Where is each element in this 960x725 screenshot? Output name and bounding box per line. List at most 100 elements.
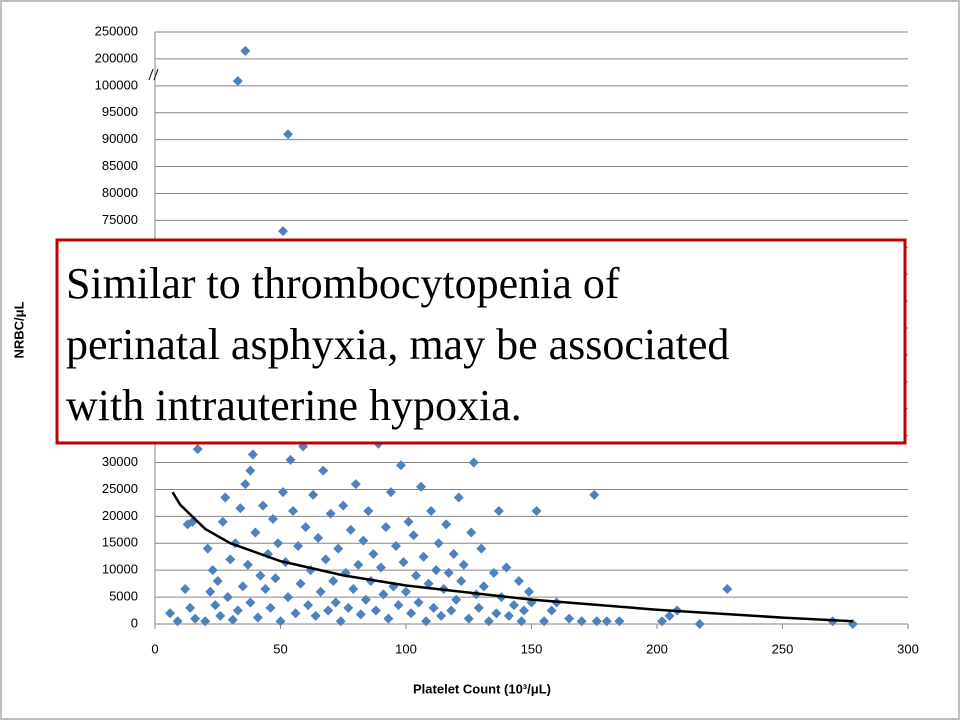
point [501, 562, 512, 573]
point [245, 465, 256, 476]
point [398, 557, 409, 568]
y-tick-label: 200000 [95, 50, 138, 65]
point [664, 610, 675, 621]
point [350, 479, 361, 490]
point [478, 581, 489, 592]
point [250, 527, 261, 538]
point [523, 586, 534, 597]
point [448, 549, 459, 560]
point [260, 584, 271, 595]
point [300, 522, 311, 533]
point [368, 549, 379, 560]
y-tick-label: 95000 [102, 104, 138, 119]
point [360, 594, 371, 605]
point [363, 505, 374, 516]
point [278, 226, 289, 237]
point [406, 608, 417, 619]
point [205, 586, 216, 597]
y-tick-label: 20000 [102, 508, 138, 523]
point [225, 554, 236, 565]
point [320, 554, 331, 565]
point [456, 575, 467, 586]
point [466, 527, 477, 538]
point [546, 605, 557, 616]
point [418, 551, 429, 562]
point [476, 543, 487, 554]
point [694, 619, 705, 629]
y-tick-label: 100000 [95, 77, 138, 92]
point [413, 597, 424, 608]
point [657, 616, 668, 627]
point [421, 616, 432, 627]
point [375, 562, 386, 573]
point [318, 465, 329, 476]
point [237, 581, 248, 592]
point [267, 514, 278, 525]
point [468, 457, 479, 468]
point [531, 505, 542, 516]
point [513, 575, 524, 586]
point [252, 612, 263, 623]
y-tick-label: 30000 [102, 454, 138, 469]
point [265, 602, 276, 613]
point [272, 538, 283, 549]
point [227, 614, 238, 625]
y-tick-label: 5000 [109, 589, 138, 604]
x-axis-title: Platelet Count (10³/μL) [413, 681, 551, 696]
y-tick-label: 85000 [102, 158, 138, 173]
point [217, 516, 228, 527]
x-tick-label: 150 [521, 641, 543, 656]
point [564, 613, 575, 624]
point [614, 616, 625, 627]
point [483, 616, 494, 627]
axis-break [148, 68, 159, 81]
point [242, 559, 253, 570]
point [436, 610, 447, 621]
point [293, 540, 304, 551]
y-tick-label: 250000 [95, 23, 138, 38]
y-tick-label: 80000 [102, 185, 138, 200]
point [395, 460, 406, 471]
point [190, 613, 201, 624]
point [328, 575, 339, 586]
point [240, 45, 251, 56]
point [589, 489, 600, 500]
point [491, 608, 502, 619]
point [335, 616, 346, 627]
point [428, 602, 439, 613]
point [245, 597, 256, 608]
point [441, 519, 452, 530]
point [323, 605, 334, 616]
x-tick-label: 250 [772, 641, 794, 656]
y-tick-label: 90000 [102, 131, 138, 146]
callout-line: perinatal asphyxia, may be associated [66, 320, 729, 369]
point [325, 508, 336, 519]
y-tick-label: 0 [131, 615, 138, 630]
y-tick-label: 25000 [102, 481, 138, 496]
point [333, 543, 344, 554]
point [220, 492, 231, 503]
point [390, 540, 401, 551]
point [285, 454, 296, 465]
point [503, 610, 514, 621]
point [275, 616, 286, 627]
point [215, 610, 226, 621]
point [240, 479, 251, 490]
point [207, 565, 218, 576]
point [601, 616, 612, 627]
point [358, 535, 369, 546]
point [463, 613, 474, 624]
point [423, 578, 434, 589]
point [443, 567, 454, 578]
point [403, 516, 414, 527]
point [401, 586, 411, 597]
y-axis-title: NRBC/μL [11, 301, 26, 358]
point [210, 600, 221, 611]
point [270, 573, 281, 584]
point [278, 487, 289, 498]
point [180, 584, 191, 595]
point [433, 538, 444, 549]
point [343, 602, 354, 613]
point [516, 616, 527, 627]
